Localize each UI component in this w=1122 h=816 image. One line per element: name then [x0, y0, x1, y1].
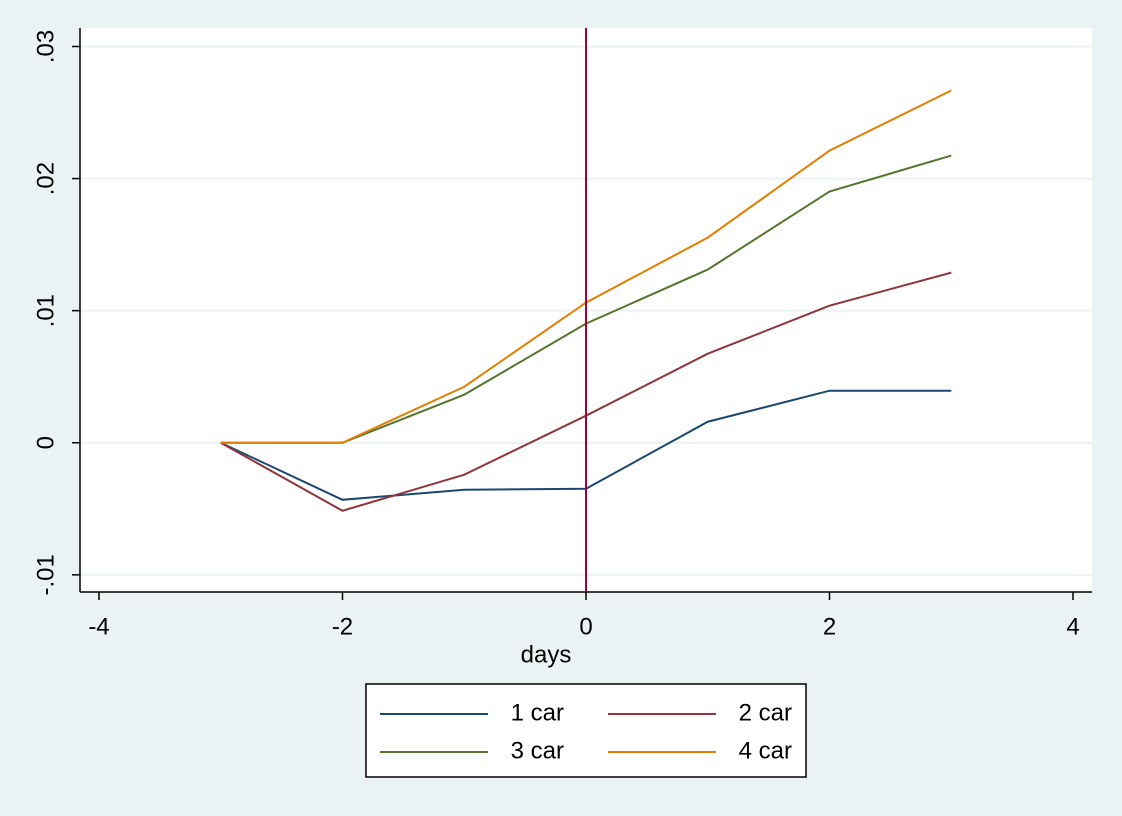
x-tick-label: 2	[823, 613, 836, 640]
x-tick-label: -2	[332, 613, 353, 640]
legend-label: 3 car	[511, 737, 564, 764]
legend-label: 4 car	[739, 737, 792, 764]
y-tick-label: .02	[32, 162, 59, 195]
x-tick-label: -4	[88, 613, 109, 640]
x-tick-label: 4	[1066, 613, 1079, 640]
legend-label: 2 car	[739, 699, 792, 726]
legend-label: 1 car	[511, 699, 564, 726]
y-tick-label: .03	[32, 30, 59, 63]
x-axis-label: days	[521, 641, 572, 668]
y-tick-label: -.01	[32, 554, 59, 595]
x-tick-label: 0	[579, 613, 592, 640]
y-tick-label: .01	[32, 294, 59, 327]
legend-box	[365, 683, 807, 778]
y-tick-label: 0	[32, 436, 59, 449]
